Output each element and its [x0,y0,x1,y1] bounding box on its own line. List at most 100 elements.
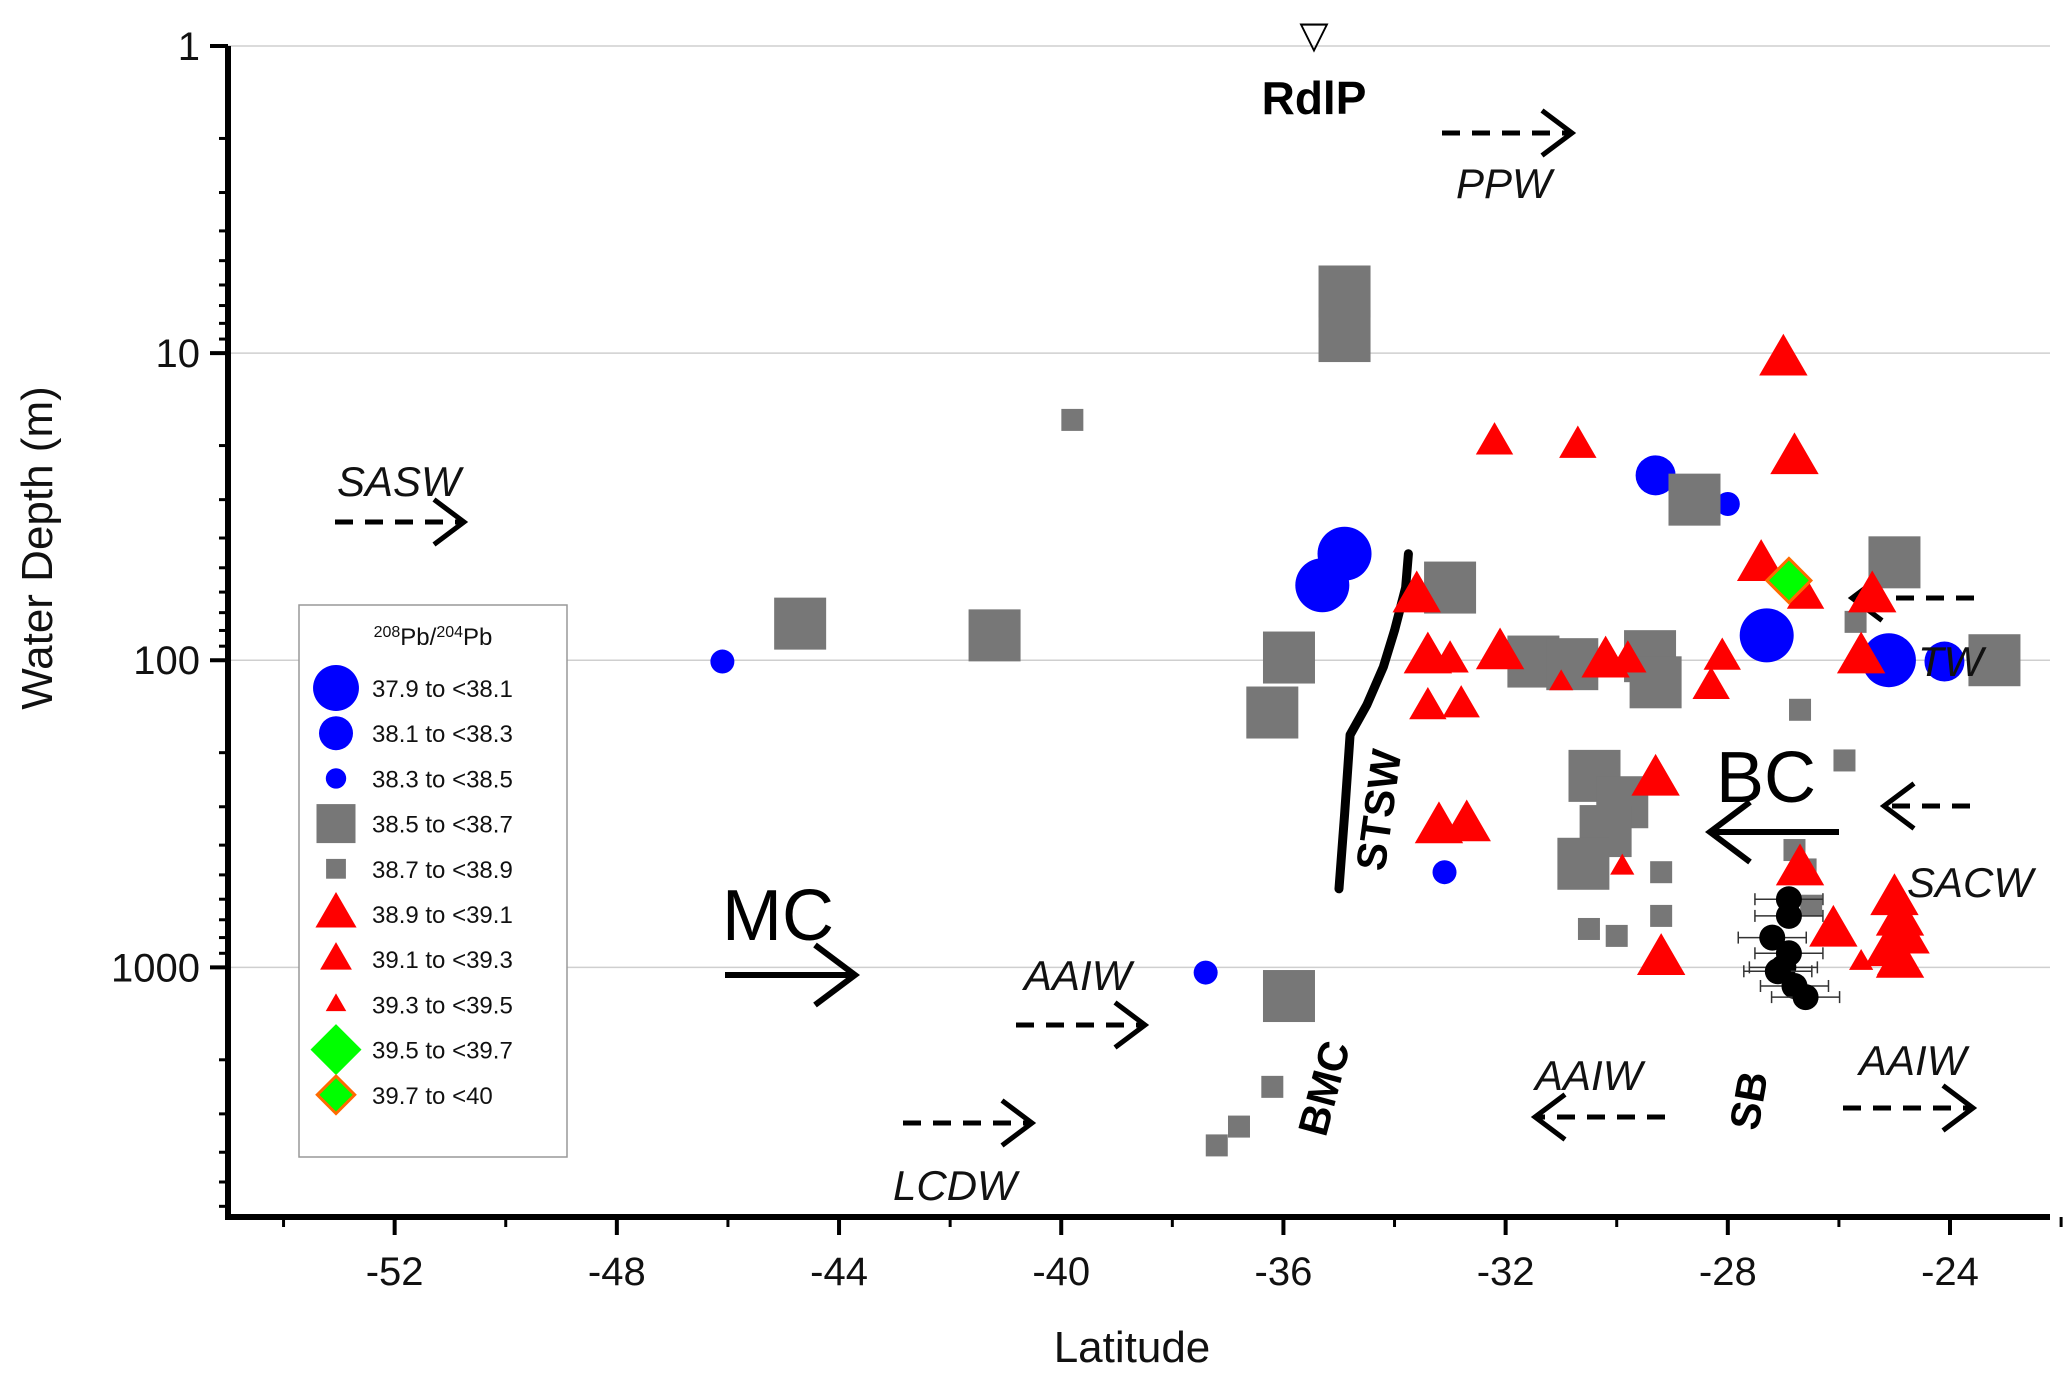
bc-label: BC [1716,738,1816,818]
y-tick-label-10: 10 [156,332,201,376]
data-point [1442,685,1480,718]
data-point [1786,576,1825,609]
data-point [1848,570,1897,613]
legend-item-6: 39.1 to <39.3 [320,942,513,974]
legend-item-5: 38.9 to <39.1 [315,891,513,929]
mc-arrow-icon [725,942,860,1008]
legend-marker [325,768,347,789]
legend-item-8: 39.5 to <39.7 [310,1024,513,1076]
legend-item-2: 38.3 to <38.5 [325,766,513,793]
legend-label: 39.5 to <39.7 [372,1038,513,1065]
data-point [1609,640,1647,673]
data-point [1849,948,1874,970]
data-point [1764,556,1814,605]
data-point [1833,749,1856,772]
aaiw-mid-label: AAIW [1532,1052,1646,1099]
mc-label: MC [722,876,834,956]
data-point [1739,608,1794,663]
aaiw-right-arrow-icon-head [1941,1083,1978,1133]
legend-marker [325,993,347,1012]
legend-label: 39.1 to <39.3 [372,947,513,974]
data-point [1692,666,1730,700]
legend-label: 37.9 to <38.1 [372,676,513,703]
bc-arrow-icon-head [1705,799,1752,865]
data-point [968,609,1021,662]
x-tick-label--44: -44 [810,1250,868,1294]
legend-title-sup2: 204 [436,624,463,641]
sacw-arrow-icon-head [1879,781,1916,831]
y-tick-label-100: 100 [133,639,200,683]
data-point [1193,960,1218,985]
legend-label: 38.3 to <38.5 [372,766,513,793]
data-point [1442,799,1491,842]
legend-marker [316,804,356,844]
legend-marker [319,716,353,751]
x-tick-label--28: -28 [1699,1250,1757,1294]
series-3 [774,265,2021,1023]
data-point [1318,265,1371,318]
rdlp-marker-icon: ▽ [1299,15,1329,57]
legend-label: 39.3 to <39.5 [372,992,513,1019]
data-point [1876,954,1902,976]
legend-title-base2: Pb [463,624,492,651]
x-tick-label--52: -52 [366,1250,424,1294]
tw-label: TW [1918,638,1987,685]
aaiw-left-arrow-icon-head [1113,1000,1150,1050]
sacw-label: SACW [1907,859,2036,906]
x-tick-label--48: -48 [588,1250,646,1294]
sb-data-point [1775,902,1802,929]
x-tick-label--24: -24 [1921,1250,1979,1294]
series-0 [1295,526,1916,688]
data-point [1227,1115,1250,1138]
legend-marker [326,858,346,879]
aaiw-left-label: AAIW [1021,952,1135,999]
lcdw-arrow-icon [903,1098,1037,1148]
data-point [1844,610,1867,633]
data-point [1246,686,1299,739]
data-point [1610,853,1635,875]
data-point [1431,640,1469,673]
data-point [1775,843,1825,886]
data-point [1295,558,1350,613]
x-tick-label--36: -36 [1255,1250,1313,1294]
series-1 [1635,455,1965,682]
legend-items: 37.9 to <38.1 38.1 to <38.3 38.3 to <38.5 3… [310,665,513,1116]
legend: 208Pb/204Pb 37.9 to <38.1 38.1 to <38.3 38… [298,604,568,1158]
legend-title: 208Pb/204Pb [374,624,493,651]
data-point [1861,633,1916,688]
data-point [710,649,735,674]
data-point [1605,924,1628,947]
annotations-layer [335,108,1978,1148]
legend-item-1: 38.1 to <38.3 [319,716,513,751]
sacw-arrow-icon [1879,781,1970,831]
y-axis-title: Water Depth (m) [13,386,62,710]
series-6 [1409,422,1825,720]
bmc-label: BMC [1289,1036,1359,1141]
y-tick-label-1000: 1000 [111,946,200,990]
sasw-arrow-icon-head [432,497,469,547]
data-point [1635,455,1676,496]
legend-item-9: 39.7 to <40 [315,1073,493,1116]
data-points [710,265,2021,1157]
legend-marker [310,1024,362,1076]
sb-data-point [1792,984,1819,1011]
x-axis-title: Latitude [1054,1323,1211,1372]
legend-title-base1: Pb/ [400,624,436,651]
data-point [1061,408,1084,431]
aaiw-right-label: AAIW [1856,1037,1970,1084]
data-point [1262,631,1315,684]
x-tick-label--40: -40 [1032,1250,1090,1294]
data-point [1759,333,1808,376]
data-point [1432,860,1457,885]
x-tick-label--32: -32 [1477,1250,1535,1294]
ppw-arrow-icon-head [1540,108,1577,158]
data-point [1318,310,1371,363]
data-point [1770,432,1819,475]
series-7 [1549,669,1902,976]
legend-marker [315,891,357,928]
legend-label: 38.9 to <39.1 [372,902,513,929]
data-point [1650,904,1673,927]
legend-label: 38.7 to <38.9 [372,857,513,884]
legend-item-0: 37.9 to <38.1 [313,665,513,711]
